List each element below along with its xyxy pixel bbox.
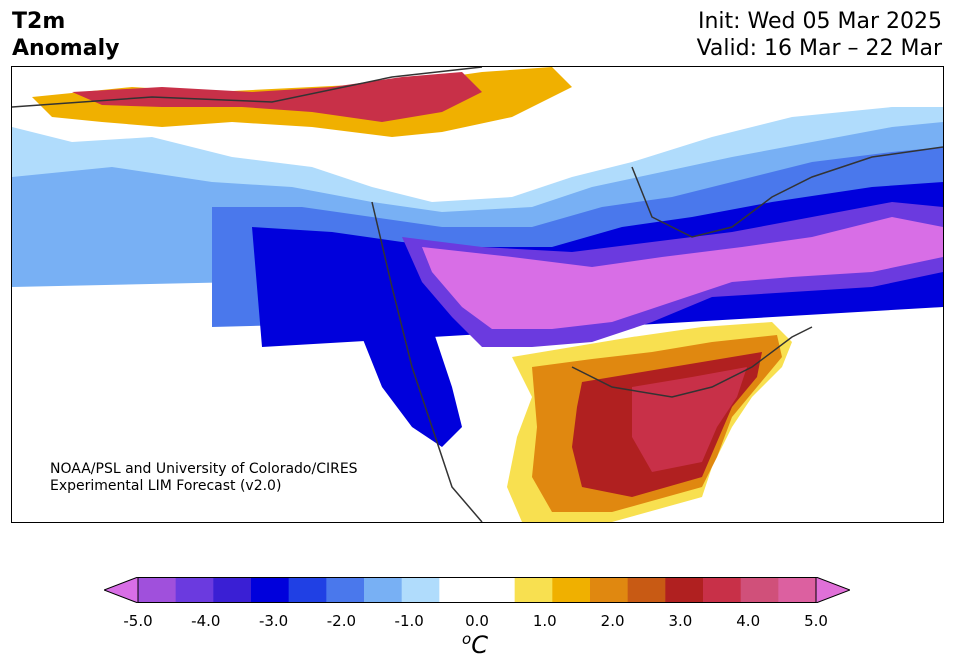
anomaly-map-canvas <box>12 67 943 522</box>
units-letter: C <box>471 631 488 659</box>
colorbar-swatch <box>627 577 666 603</box>
colorbar-outline <box>137 577 817 603</box>
colorbar-max-arrow <box>815 577 850 603</box>
colorbar-swatch <box>251 577 290 603</box>
southeast-warm-core <box>632 367 747 472</box>
colorbar-tick-label: 2.0 <box>600 612 625 630</box>
colorbar-tick-label: 0.0 <box>465 612 489 630</box>
colorbar-swatch <box>213 577 252 603</box>
colorbar-tick-label: -3.0 <box>258 612 289 630</box>
colorbar-swatch <box>514 577 553 603</box>
colorbar-min-arrow <box>104 577 139 603</box>
valid-range: Valid: 16 Mar – 22 Mar <box>696 36 942 61</box>
colorbar-tick-label: 4.0 <box>736 612 761 630</box>
units-degree: o <box>462 630 472 648</box>
colorbar-tick-label: 1.0 <box>532 612 557 630</box>
colorbar-swatch <box>439 577 478 603</box>
colorbar-swatch <box>477 577 516 603</box>
colorbar-swatch <box>778 577 817 603</box>
map-title: T2m Anomaly <box>12 8 119 62</box>
credit-text: NOAA/PSL and University of Colorado/CIRE… <box>50 461 358 495</box>
colorbar-tick-label: -2.0 <box>326 612 357 630</box>
credit-line1: NOAA/PSL and University of Colorado/CIRE… <box>50 461 358 477</box>
coastline <box>12 67 943 522</box>
colorbar-swatches <box>104 577 850 603</box>
colorbar-swatch <box>552 577 591 603</box>
units-label: oC <box>462 630 488 659</box>
colorbar-swatch <box>590 577 629 603</box>
colorbar-tick-label: -4.0 <box>191 612 221 630</box>
colorbar-tick-label: -5.0 <box>123 612 153 630</box>
colorbar-tick-label: 3.0 <box>668 612 693 630</box>
colorbar-swatch <box>288 577 327 603</box>
colorbar-swatch <box>175 577 214 603</box>
colorbar-swatch <box>401 577 440 603</box>
colorbar-swatch <box>740 577 779 603</box>
colorbar <box>104 577 850 603</box>
colorbar-swatch <box>665 577 704 603</box>
colorbar-swatch <box>138 577 177 603</box>
colorbar-tick-label: -1.0 <box>394 612 424 630</box>
colorbar-tick-labels: -5.0 -4.0 -3.0 -2.0 -1.0 0.0 1.0 2.0 3.0 4.0 5.0 <box>0 612 954 632</box>
init-date: Init: Wed 05 Mar 2025 <box>697 9 942 34</box>
forecast-dates: Init: Wed 05 Mar 2025 Valid: 16 Mar – 22… <box>697 8 942 62</box>
colorbar-swatch <box>703 577 742 603</box>
purple-light-core <box>422 217 943 329</box>
west-cold-core <box>352 267 462 447</box>
anomaly-map: NOAA/PSL and University of Colorado/CIRE… <box>11 66 944 523</box>
colorbar-swatch <box>364 577 403 603</box>
colorbar-tick-label: 5.0 <box>804 612 828 630</box>
colorbar-swatch <box>326 577 365 603</box>
map-title-line1: T2m <box>12 9 66 34</box>
map-title-line2: Anomaly <box>12 36 120 61</box>
arctic-red-band <box>72 72 482 122</box>
credit-line2: Experimental LIM Forecast (v2.0) <box>50 478 282 494</box>
